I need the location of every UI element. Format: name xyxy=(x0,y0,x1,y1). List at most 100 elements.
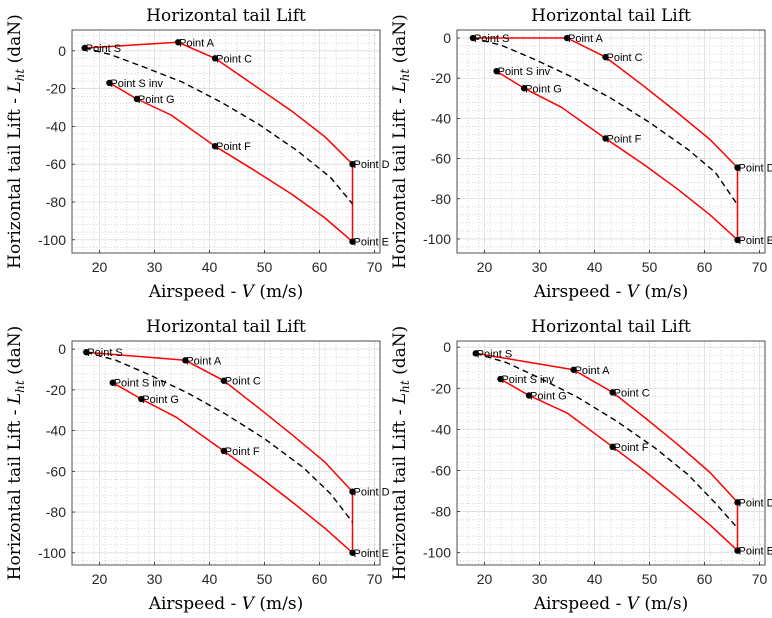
data-point-label: Point E xyxy=(739,235,772,247)
y-tick-label: -100 xyxy=(38,232,66,248)
data-point-label: Point A xyxy=(179,37,215,49)
data-point-marker xyxy=(734,236,741,244)
y-axis-label-unit: (daN) xyxy=(390,14,410,69)
x-tick-label: 60 xyxy=(312,571,328,587)
data-point-marker xyxy=(609,443,616,451)
data-point-label: Point A xyxy=(575,365,611,377)
x-tick-label: 60 xyxy=(697,571,713,587)
x-axis-label-symbol: V xyxy=(242,282,256,302)
data-point-label: Point C xyxy=(225,376,261,388)
y-tick-label: -20 xyxy=(46,382,66,398)
y-tick-label: -60 xyxy=(46,463,66,479)
data-point-marker xyxy=(109,379,116,386)
minor-grid xyxy=(456,29,766,253)
y-axis-label: Horizontal tail Lift - Lht (daN) xyxy=(390,14,412,269)
data-point-marker xyxy=(609,389,616,396)
y-axis-label-unit: (daN) xyxy=(5,326,25,381)
envelope-series-2 xyxy=(109,82,353,243)
major-grid xyxy=(457,30,765,253)
x-axis-label: Airspeed - V (m/s) xyxy=(148,282,304,302)
y-axis-label-text: Horizontal tail Lift - xyxy=(5,404,25,580)
x-axis-label-text: Airspeed - xyxy=(148,282,242,302)
chart-title: Horizontal tail Lift xyxy=(531,6,691,26)
chart-panel-2: 20 30 40 50 60 70 0 -20 -40 -60 -80 -100 Point S Poin… xyxy=(390,6,772,302)
x-tick-label: 70 xyxy=(752,259,768,275)
y-tick-label: 0 xyxy=(58,341,66,357)
y-tick-label: 0 xyxy=(443,339,451,355)
data-point-marker xyxy=(220,447,227,455)
x-tick-label: 70 xyxy=(752,571,768,587)
data-point-label: Point S inv xyxy=(114,378,167,390)
x-tick-label: 40 xyxy=(202,259,218,275)
y-axis-label-symbol: L xyxy=(5,81,25,93)
data-point-marker xyxy=(106,79,113,87)
data-point-marker xyxy=(349,549,356,556)
x-axis-label-symbol: V xyxy=(242,594,256,614)
y-tick-label: -20 xyxy=(431,380,451,396)
axes-frame xyxy=(71,340,381,566)
y-tick-label: -40 xyxy=(46,118,66,134)
axes-frame xyxy=(456,29,766,254)
data-point-marker xyxy=(734,499,741,506)
data-point-label: Point E xyxy=(354,548,389,560)
major-grid xyxy=(457,341,765,565)
data-point-marker xyxy=(349,238,356,245)
x-tick-label: 60 xyxy=(312,259,328,275)
data-point-marker xyxy=(211,143,219,150)
data-point-label: Point S inv xyxy=(501,374,554,386)
envelope-series-1 xyxy=(84,41,354,242)
data-point-marker xyxy=(349,160,356,168)
x-tick-label: 70 xyxy=(367,259,383,275)
envelope-series-2 xyxy=(112,382,353,554)
x-axis-label: Airspeed - V (m/s) xyxy=(148,594,304,614)
data-point-marker xyxy=(493,67,500,75)
y-axis-label-unit: (daN) xyxy=(5,14,25,69)
y-tick-label: -60 xyxy=(431,462,451,478)
data-point-marker xyxy=(497,375,504,383)
x-tick-label: 50 xyxy=(642,571,658,587)
data-point-marker xyxy=(349,488,356,495)
data-point-marker xyxy=(525,392,533,399)
data-point-marker xyxy=(602,135,609,142)
y-axis-label-unit: (daN) xyxy=(390,326,410,381)
x-tick-label: 30 xyxy=(147,259,163,275)
x-axis-label-text: Airspeed - xyxy=(533,282,627,302)
envelope-series-1 xyxy=(475,352,739,551)
data-point-label: Point C xyxy=(216,53,252,65)
y-axis-label-subscript: ht xyxy=(13,380,27,393)
envelope-series-1 xyxy=(86,351,354,553)
data-point-label: Point S xyxy=(86,43,121,55)
data-point-marker xyxy=(472,350,479,357)
x-axis-label-text: Airspeed - xyxy=(533,594,627,614)
x-tick-label: 50 xyxy=(257,571,273,587)
x-tick-label: 20 xyxy=(92,571,108,587)
data-point-label: Point S inv xyxy=(110,78,163,90)
y-tick-label: -100 xyxy=(38,545,66,561)
x-tick-label: 20 xyxy=(477,259,493,275)
y-tick-label: -80 xyxy=(46,504,66,520)
y-tick-label: -40 xyxy=(431,110,451,126)
data-point-label: Point C xyxy=(614,387,650,399)
y-tick-label: -100 xyxy=(423,231,451,247)
data-point-marker xyxy=(81,44,88,52)
x-tick-label: 40 xyxy=(587,259,603,275)
x-axis-label-unit: (m/s) xyxy=(254,594,303,614)
axes-frame xyxy=(456,340,766,566)
chart-title: Horizontal tail Lift xyxy=(146,317,306,337)
x-tick-label: 20 xyxy=(92,259,108,275)
data-point-label: Point C xyxy=(607,52,643,64)
y-axis-label-symbol: L xyxy=(5,393,25,405)
y-tick-label: -80 xyxy=(431,191,451,207)
data-point-marker xyxy=(220,377,227,384)
stall-boundary-series xyxy=(86,351,354,523)
y-axis-label-subscript: ht xyxy=(13,69,27,82)
y-axis-label-text: Horizontal tail Lift - xyxy=(390,404,410,580)
envelope-series-2 xyxy=(500,378,739,552)
y-axis-label: Horizontal tail Lift - Lht (daN) xyxy=(390,326,412,581)
data-point-label: Point A xyxy=(568,33,604,45)
data-point-label: Point D xyxy=(739,163,772,175)
y-axis-label-text: Horizontal tail Lift - xyxy=(390,93,410,269)
x-axis-label: Airspeed - V (m/s) xyxy=(533,282,689,302)
envelope-series-1 xyxy=(472,37,739,240)
